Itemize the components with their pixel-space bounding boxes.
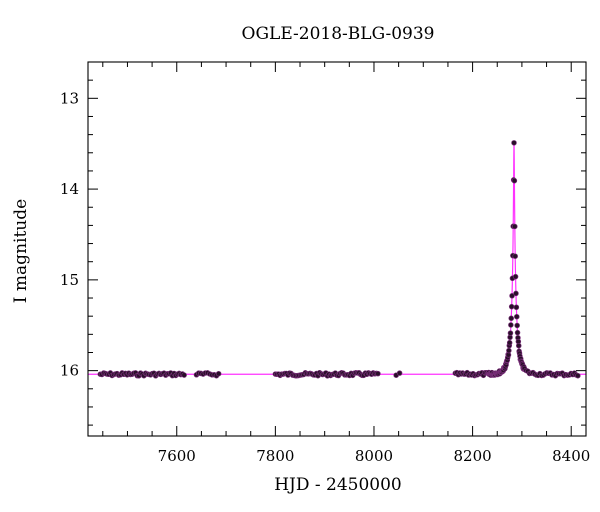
data-point xyxy=(509,293,515,299)
data-point xyxy=(514,329,521,336)
data-point xyxy=(513,290,519,297)
data-point xyxy=(375,370,381,377)
y-axis-label: I magnitude xyxy=(11,199,31,303)
chart-title: OGLE-2018-BLG-0939 xyxy=(242,24,435,44)
x-axis-label: HJD - 2450000 xyxy=(274,475,402,495)
y-tick-labels: 13 14 15 16 xyxy=(60,89,79,379)
x-tick-label: 8000 xyxy=(355,447,393,465)
data-point xyxy=(512,223,518,230)
y-tick-label: 13 xyxy=(60,89,79,107)
data-points xyxy=(97,140,581,379)
x-tick-label: 7600 xyxy=(158,447,196,465)
data-point xyxy=(507,330,514,336)
data-point xyxy=(396,370,403,376)
x-tick-label: 8200 xyxy=(454,447,492,465)
data-point xyxy=(508,315,515,322)
data-point xyxy=(513,304,520,311)
y-tick-label: 15 xyxy=(60,271,79,289)
x-tick-labels: 7600 7800 8000 8200 8400 xyxy=(158,447,591,465)
data-point xyxy=(181,372,187,378)
data-point xyxy=(511,177,518,184)
axis-ticks xyxy=(88,61,586,436)
data-point xyxy=(515,342,522,349)
data-point xyxy=(508,322,514,328)
data-point xyxy=(512,273,519,280)
data-point xyxy=(506,347,512,354)
x-tick-label: 8400 xyxy=(552,447,590,465)
y-tick-label: 14 xyxy=(60,180,79,198)
data-point xyxy=(514,313,520,320)
x-tick-label: 7800 xyxy=(256,447,294,465)
data-point xyxy=(508,303,515,310)
data-point xyxy=(215,370,222,377)
data-point xyxy=(575,372,581,379)
data-point xyxy=(512,253,518,259)
data-point xyxy=(514,322,520,329)
data-point xyxy=(506,339,513,346)
plot-frame xyxy=(87,61,587,437)
data-point xyxy=(511,140,517,146)
y-tick-label: 16 xyxy=(60,362,79,380)
